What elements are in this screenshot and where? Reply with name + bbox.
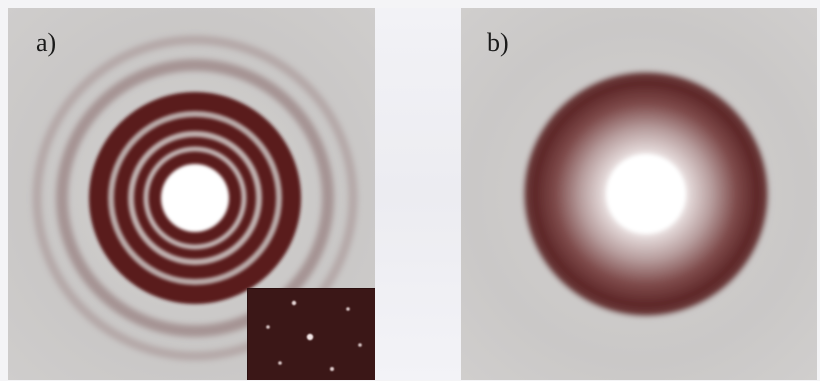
panel-b: b)	[461, 8, 817, 380]
ring-gap-3	[143, 146, 247, 250]
panel-label-a: a)	[36, 28, 57, 57]
center-spot	[161, 164, 229, 232]
spot-pattern-inset	[247, 288, 375, 380]
ring-gap-2	[128, 131, 262, 265]
inset-spot	[330, 367, 334, 371]
ring-gap-1	[108, 111, 282, 285]
center-spot	[609, 157, 683, 231]
diffuse-halo-pattern	[520, 68, 772, 320]
inset-spot-center	[306, 333, 314, 341]
ring-diffraction-pattern	[32, 35, 358, 361]
inset-spot	[346, 307, 350, 311]
outer-ring-faint	[32, 35, 358, 361]
panel-separator	[375, 8, 461, 380]
inset-spot	[266, 325, 270, 329]
inset-spot	[278, 361, 282, 365]
outer-ring-2	[56, 59, 334, 337]
spot-diffraction-pattern	[266, 300, 362, 371]
inset-spot	[291, 300, 297, 306]
panel-label-b: b)	[487, 28, 509, 57]
panel-a: a)	[8, 8, 375, 380]
inset-spot	[358, 343, 362, 347]
